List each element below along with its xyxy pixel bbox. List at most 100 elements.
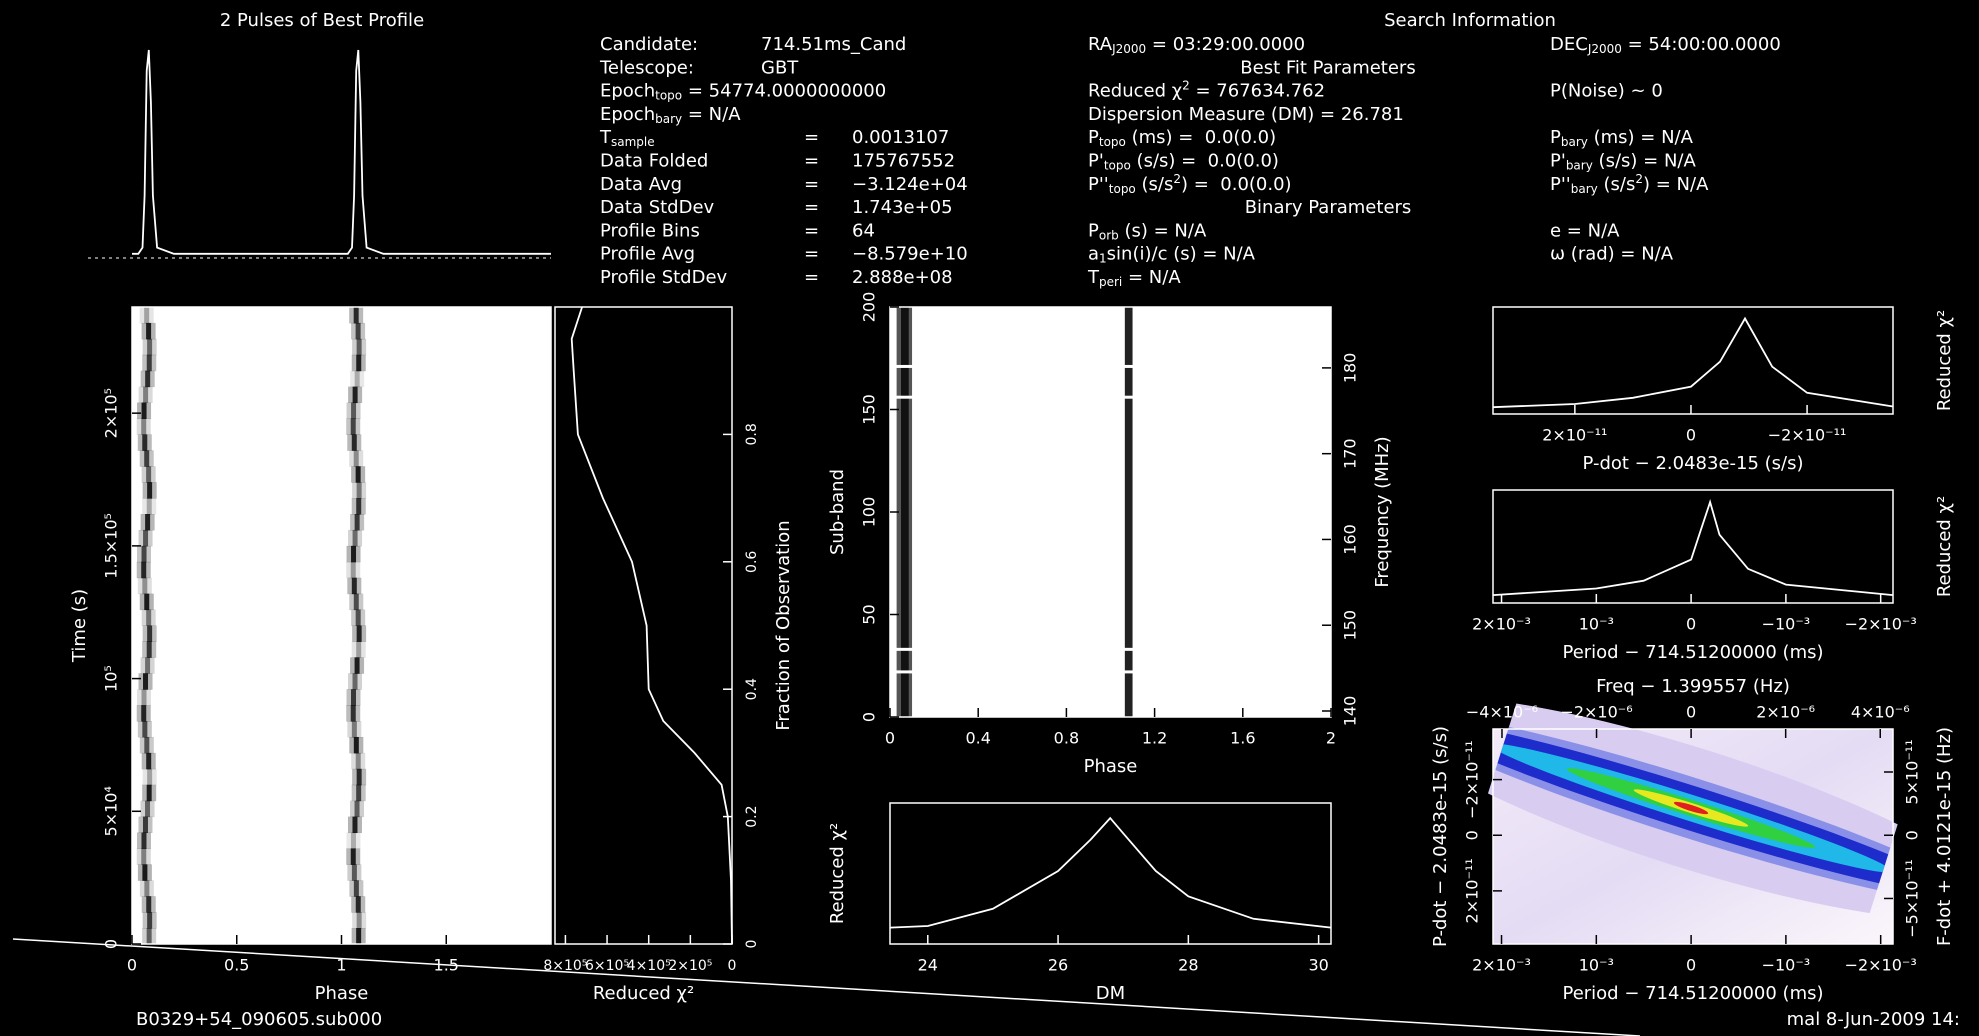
text-segment: Data Folded — [600, 151, 708, 172]
pulse-stripe — [147, 626, 152, 642]
info-value: GBT — [761, 57, 799, 78]
pulse-band — [901, 307, 909, 717]
pulse-stripe — [351, 403, 356, 419]
x-axis-label: Period − 714.51200000 (ms) — [1562, 983, 1823, 1004]
plot-frame — [1493, 307, 1893, 414]
pulse-stripe — [142, 689, 147, 705]
text-segment: 2 — [1173, 172, 1181, 186]
tick-label: 0 — [102, 939, 121, 949]
info-equals: = — [804, 220, 819, 241]
pulse-stripe — [355, 801, 360, 817]
tick-label: 0 — [860, 712, 879, 722]
text-segment: Profile StdDev — [600, 267, 728, 288]
pulse-stripe — [146, 753, 151, 769]
tick-label: −2×10⁻⁶ — [1560, 703, 1632, 722]
info-label: Data Folded — [600, 151, 708, 172]
pulse-stripe — [147, 912, 152, 928]
info-label: Candidate: — [600, 34, 698, 55]
tick-label: 0.4 — [965, 729, 990, 748]
pulse-stripe — [355, 657, 360, 673]
x-axis-label: Phase — [1084, 756, 1138, 777]
tick-label: 1.5 — [434, 956, 459, 975]
info-label: Profile Avg — [600, 244, 695, 265]
search-param: a1sin(i)/c (s) = N/A — [1088, 244, 1256, 266]
curve — [1493, 319, 1893, 408]
tick-label: 160 — [1341, 524, 1360, 555]
pulse-stripe — [352, 578, 357, 594]
info-label: Tsample — [599, 127, 655, 149]
masked-channel — [890, 670, 1331, 673]
tick-label: 10⁵ — [102, 665, 121, 692]
pulse-stripe — [141, 562, 146, 578]
tick-label: 0 — [127, 956, 137, 975]
tick-label: 2×10⁵ — [102, 388, 121, 438]
pulse-stripe — [141, 848, 146, 864]
info-equals: = — [804, 244, 819, 265]
pulse-stripe — [143, 673, 148, 689]
tick-label: −2×10⁻¹¹ — [1768, 426, 1847, 445]
pulse-stripe — [356, 610, 361, 626]
pulse-stripe — [142, 434, 147, 450]
search-param: Dispersion Measure (DM) = 26.781 — [1088, 104, 1404, 125]
masked-channel — [890, 396, 1331, 399]
tick-label: 0.4 — [744, 678, 760, 700]
text-segment: P'' — [1088, 174, 1109, 195]
pulse-stripe — [147, 339, 152, 355]
search-param: e = N/A — [1550, 220, 1620, 241]
pulse-stripe — [356, 466, 361, 482]
info-label: Profile StdDev — [600, 267, 728, 288]
pulse-stripe — [141, 833, 146, 849]
text-segment: (s/s — [1598, 174, 1636, 195]
tick-label: 50 — [860, 604, 879, 624]
curve — [1493, 502, 1893, 595]
tick-label: 2×10⁻³ — [1472, 956, 1531, 975]
text-segment: e = N/A — [1550, 220, 1620, 241]
tick-label: 6×10⁵ — [585, 958, 629, 974]
search-param: P'topo (s/s) = 0.0(0.0) — [1088, 151, 1279, 173]
pulse-stripe — [141, 705, 146, 721]
text-segment: P' — [1550, 151, 1566, 172]
tick-label: 180 — [1341, 353, 1360, 384]
info-value: 1.743e+05 — [852, 197, 953, 218]
text-segment: (ms) = 0.0(0.0) — [1126, 127, 1276, 148]
tick-label: 28 — [1178, 956, 1198, 975]
info-value: −3.124e+04 — [852, 174, 968, 195]
text-segment: Epoch — [600, 81, 655, 102]
masked-channel — [890, 365, 1331, 368]
x-axis-label: DM — [1096, 983, 1125, 1004]
text-segment: DEC — [1550, 34, 1588, 55]
pulse-stripe — [354, 307, 359, 323]
tick-label: −5×10⁻¹¹ — [1903, 859, 1922, 938]
pulse-stripe — [146, 896, 151, 912]
pulse-stripe — [357, 482, 362, 498]
plot-frame — [1493, 490, 1893, 603]
pulse-stripe — [356, 896, 361, 912]
pulse-stripe — [147, 355, 152, 371]
search-param: P''bary (s/s2) = N/A — [1550, 172, 1709, 196]
pulse-stripe — [146, 610, 151, 626]
text-segment: topo — [1104, 158, 1131, 172]
pulse-stripe — [354, 450, 359, 466]
text-segment: Telescope: — [599, 57, 694, 78]
footer-date: mal 8-Jun-2009 14: — [1787, 1009, 1960, 1030]
text-segment: a — [1088, 244, 1099, 265]
tick-label: 0 — [1686, 615, 1696, 634]
y2-axis-label: Reduced χ² — [1934, 310, 1955, 411]
y-axis-label: Reduced χ² — [827, 823, 848, 924]
pulse-stripe — [145, 371, 150, 387]
text-segment: bary — [655, 112, 682, 126]
y-axis-label: Sub-band — [827, 469, 848, 555]
text-segment: Dispersion Measure (DM) = 26.781 — [1088, 104, 1404, 125]
tick-label: 4×10⁵ — [627, 958, 671, 974]
text-segment: 1 — [1099, 251, 1107, 265]
pulse-stripe — [351, 705, 356, 721]
search-param: Porb (s) = N/A — [1088, 220, 1207, 242]
tick-label: 2 — [1326, 729, 1336, 748]
tick-label: 0.2 — [744, 805, 760, 827]
chart-title: 2 Pulses of Best Profile — [220, 10, 424, 31]
tick-label: 0 — [1686, 426, 1696, 445]
pulse-stripe — [147, 769, 152, 785]
search-param: Ptopo (ms) = 0.0(0.0) — [1088, 127, 1276, 149]
tick-label: 0 — [1903, 830, 1922, 840]
tick-label: 0 — [728, 958, 737, 974]
